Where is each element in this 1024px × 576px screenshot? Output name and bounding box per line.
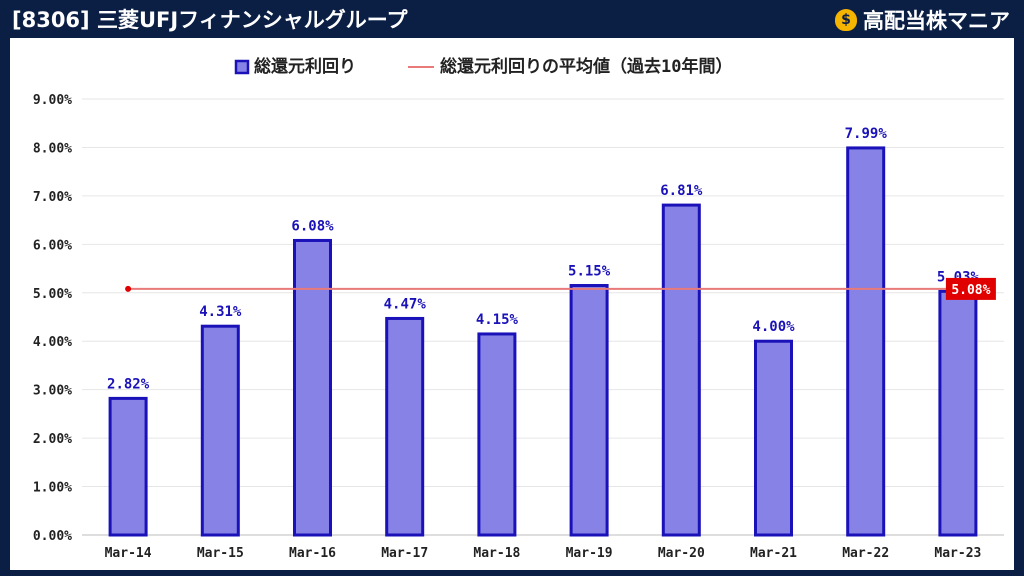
brand-name: 高配当株マニア [863, 9, 1010, 33]
chart-panel: 0.00% 1.00% 2.00% 3.00% 4.00% 5.00% 6.00% 7.00%… [10, 38, 1014, 570]
data-label: 6.08% [291, 218, 334, 234]
y-tick-label: 3.00% [33, 384, 72, 399]
x-tick-label: Mar-23 [934, 546, 981, 561]
y-tick-label: 0.00% [33, 529, 72, 544]
y-tick-label: 6.00% [33, 238, 72, 253]
bar [108, 396, 148, 537]
bar [846, 146, 886, 537]
average-label: 5.08% [951, 283, 990, 298]
legend-label-line: 総還元利回りの平均値（過去10年間） [440, 56, 732, 77]
x-tick-label: Mar-19 [566, 546, 613, 561]
bar [477, 332, 517, 537]
bar [293, 238, 332, 537]
data-label: 2.82% [107, 376, 150, 392]
brand-logo: $ 高配当株マニア [835, 4, 1010, 36]
x-tick-label: Mar-14 [105, 546, 152, 561]
data-label: 6.81% [660, 183, 703, 199]
data-label: 4.47% [384, 296, 427, 312]
bar [200, 324, 240, 537]
money-bag-icon: $ [835, 9, 857, 31]
y-tick-label: 4.00% [33, 335, 72, 350]
data-label: 4.00% [752, 319, 795, 335]
x-tick-label: Mar-15 [197, 546, 244, 561]
x-tick-label: Mar-21 [750, 546, 797, 561]
y-tick-label: 5.00% [33, 287, 72, 302]
average-marker [125, 285, 132, 292]
x-tick-label: Mar-22 [842, 546, 889, 561]
bar [938, 289, 978, 537]
legend-swatch-bar [234, 59, 250, 75]
bar [385, 316, 425, 537]
bar [754, 339, 793, 537]
y-tick-label: 2.00% [33, 432, 72, 447]
average-label-box [945, 277, 996, 300]
y-tick-label: 1.00% [33, 481, 72, 496]
x-tick-label: Mar-20 [658, 546, 705, 561]
data-label: 4.15% [476, 312, 519, 328]
bar [569, 284, 609, 537]
y-tick-label: 9.00% [33, 93, 72, 108]
y-tick-label: 8.00% [33, 141, 72, 156]
bar [661, 203, 701, 537]
data-label: 4.31% [199, 304, 242, 320]
x-tick-label: Mar-18 [473, 546, 520, 561]
x-tick-label: Mar-16 [289, 546, 336, 561]
x-tick-label: Mar-17 [381, 546, 428, 561]
legend-label-bar: 総還元利回り [254, 56, 356, 77]
y-tick-label: 7.00% [33, 190, 72, 205]
bar-chart: 0.00% 1.00% 2.00% 3.00% 4.00% 5.00% 6.00% 7.00%… [33, 56, 1004, 561]
data-label: 7.99% [845, 126, 888, 142]
data-label: 5.15% [568, 264, 611, 280]
page-title: [8306] 三菱UFJフィナンシャルグループ [12, 8, 408, 32]
